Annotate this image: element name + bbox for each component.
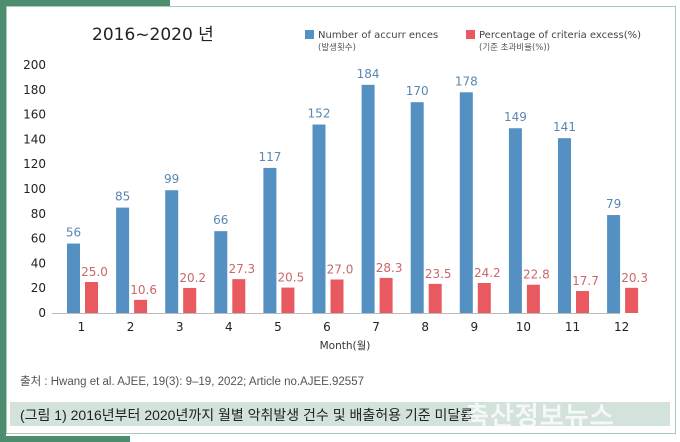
- data-label-occurrences: 152: [308, 107, 331, 121]
- y-tick-label: 80: [31, 207, 46, 221]
- bar-excess: [526, 284, 540, 313]
- y-tick-label: 60: [31, 232, 46, 246]
- data-label-excess: 27.0: [327, 263, 354, 277]
- bar-occurrences: [165, 190, 179, 313]
- data-label-occurrences: 184: [357, 67, 380, 81]
- legend-item-occurrences: Number of accurr ences (발생횟수): [305, 30, 438, 54]
- data-label-excess: 27.3: [228, 262, 255, 276]
- data-label-excess: 28.3: [376, 261, 403, 275]
- bar-excess: [330, 279, 344, 313]
- bar-excess: [85, 282, 98, 313]
- bar-excess: [183, 287, 197, 313]
- bar-excess: [379, 277, 393, 313]
- data-label-occurrences: 99: [164, 172, 179, 186]
- x-tick-label: 10: [516, 320, 531, 334]
- y-tick-label: 100: [23, 182, 46, 196]
- x-tick-label: 11: [565, 320, 580, 334]
- y-tick-label: 40: [31, 256, 46, 270]
- watermark: 축산정보뉴스: [465, 402, 615, 432]
- chart-title: 2016~2020 년: [92, 25, 214, 45]
- y-tick-label: 180: [23, 83, 46, 97]
- x-tick-label: 7: [372, 320, 380, 334]
- figure-border: [6, 6, 676, 434]
- bar-occurrences: [508, 128, 522, 313]
- x-tick-label: 9: [470, 320, 478, 334]
- data-label-occurrences: 85: [115, 190, 130, 204]
- y-tick-label: 20: [31, 281, 46, 295]
- caption-bar: [10, 402, 670, 426]
- data-label-occurrences: 117: [258, 150, 281, 164]
- bar-excess: [232, 279, 246, 313]
- legend-item-excess: Percentage of criteria excess(%) (기준 초과비…: [466, 30, 641, 54]
- bar-excess: [281, 287, 295, 313]
- bar-occurrences: [116, 207, 130, 313]
- bar-occurrences: [459, 92, 473, 313]
- frame-accent-left: [0, 0, 6, 442]
- bar-occurrences: [607, 215, 621, 313]
- x-tick-label: 5: [274, 320, 282, 334]
- legend-swatch-blue: [305, 30, 314, 39]
- bar-occurrences: [67, 243, 80, 313]
- data-label-occurrences: 149: [504, 110, 527, 124]
- x-tick-label: 1: [78, 320, 86, 334]
- bar-occurrences: [410, 102, 424, 313]
- bar-excess: [477, 282, 491, 313]
- y-tick-label: 120: [23, 157, 46, 171]
- y-tick-label: 0: [38, 306, 46, 320]
- data-label-excess: 20.3: [621, 271, 648, 285]
- bar-occurrences: [558, 138, 571, 313]
- x-tick-label: 8: [421, 320, 429, 334]
- x-tick-label: 2: [127, 320, 135, 334]
- data-label-occurrences: 56: [66, 226, 81, 240]
- frame-accent-bottom: [0, 436, 130, 442]
- legend-label: Percentage of criteria excess(%): [479, 30, 642, 41]
- bar-occurrences: [312, 124, 326, 314]
- y-tick-label: 160: [23, 108, 46, 122]
- bar-excess: [625, 287, 639, 313]
- frame-accent-top: [0, 0, 170, 6]
- y-tick-label: 200: [23, 58, 46, 72]
- x-tick-label: 4: [225, 320, 233, 334]
- legend-sublabel: (기준 초과비율(%)): [479, 43, 550, 53]
- source-citation: 출처 : Hwang et al. AJEE, 19(3): 9–19, 202…: [20, 376, 364, 388]
- legend-sublabel: (발생횟수): [318, 43, 356, 53]
- data-label-occurrences: 178: [455, 74, 478, 88]
- data-label-occurrences: 79: [606, 197, 621, 211]
- data-label-excess: 25.0: [81, 265, 108, 279]
- bar-excess: [134, 299, 148, 313]
- data-label-excess: 20.5: [278, 271, 305, 285]
- x-axis-label: Month(월): [320, 340, 371, 352]
- legend-label: Number of accurr ences: [318, 30, 439, 41]
- bar-excess: [428, 283, 442, 313]
- data-label-occurrences: 141: [553, 120, 576, 134]
- data-label-occurrences: 66: [213, 213, 228, 227]
- data-label-excess: 22.8: [523, 268, 550, 282]
- x-tick-label: 6: [323, 320, 331, 334]
- x-tick-label: 12: [614, 320, 629, 334]
- data-label-excess: 20.2: [179, 271, 206, 285]
- data-label-occurrences: 170: [406, 84, 429, 98]
- y-tick-label: 140: [23, 132, 46, 146]
- data-label-excess: 17.7: [572, 274, 599, 288]
- data-label-excess: 23.5: [425, 267, 452, 281]
- figure-caption: (그림 1) 2016년부터 2020년까지 월별 악취발생 건수 및 배출허용…: [20, 407, 474, 423]
- bar-occurrences: [361, 84, 375, 313]
- bar-occurrences: [263, 167, 277, 313]
- bar-occurrences: [214, 231, 228, 313]
- x-tick-label: 3: [176, 320, 184, 334]
- data-label-excess: 10.6: [130, 283, 157, 297]
- data-label-excess: 24.2: [474, 266, 501, 280]
- bar-excess: [576, 291, 589, 313]
- legend-swatch-red: [466, 30, 475, 39]
